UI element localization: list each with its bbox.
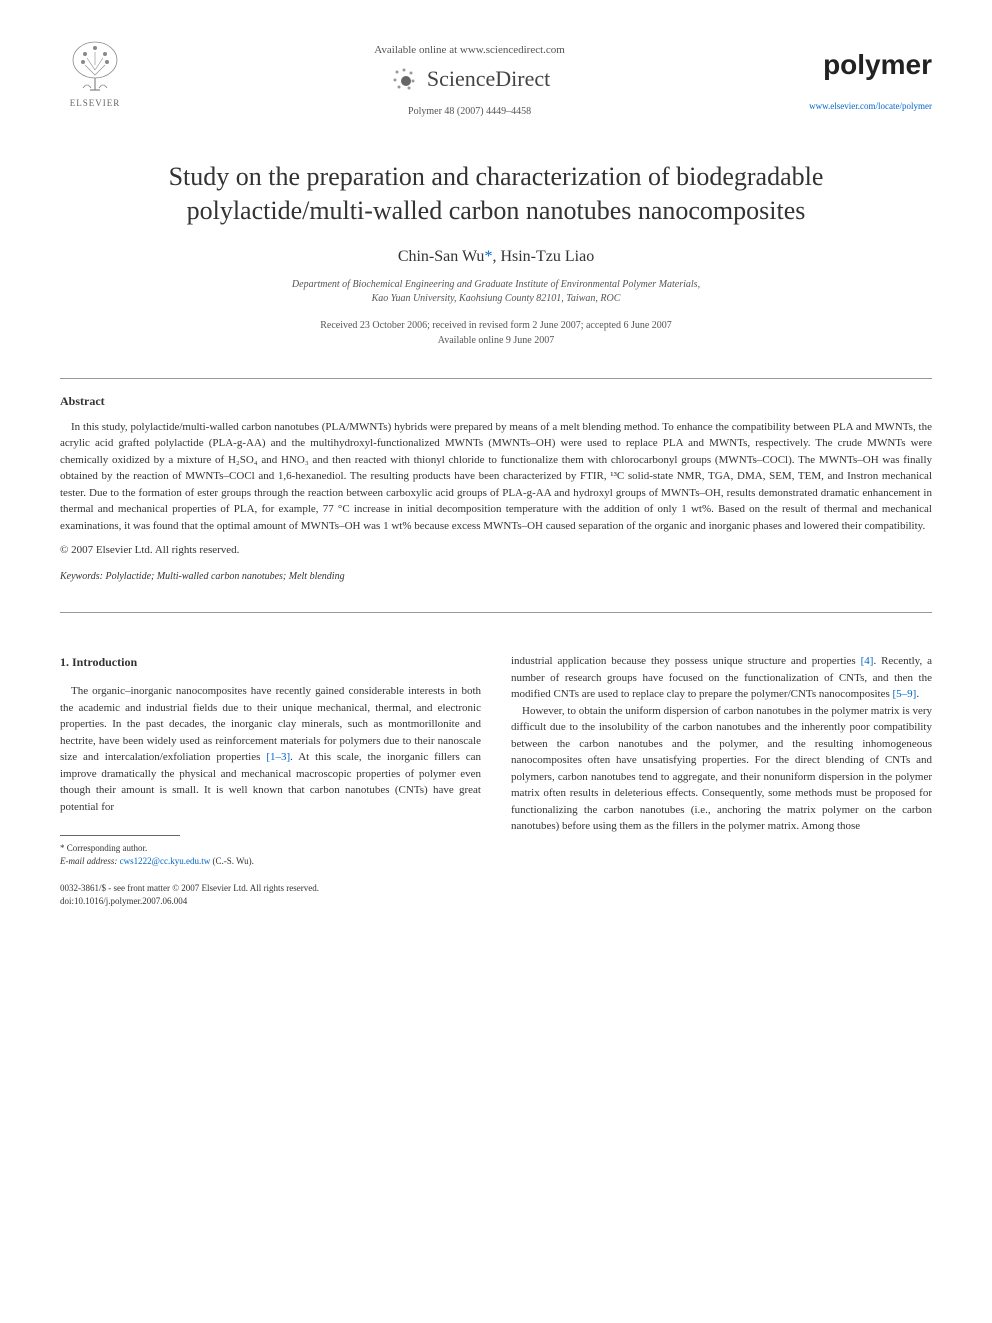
available-date: Available online 9 June 2007 [60,333,932,348]
email-author: (C.-S. Wu). [212,856,253,866]
section-1-heading: 1. Introduction [60,653,481,671]
elsevier-tree-icon [65,40,125,95]
journal-logo-block: polymer www.elsevier.com/locate/polymer [809,49,932,111]
corresponding-mark: * [484,248,492,265]
footnote-divider [60,835,180,836]
citation: Polymer 48 (2007) 4449–4458 [130,106,809,117]
elsevier-label: ELSEVIER [70,98,121,108]
issn-line: 0032-3861/$ - see front matter © 2007 El… [60,882,481,895]
intro-para-1-cont: industrial application because they poss… [511,653,932,703]
footer-info: 0032-3861/$ - see front matter © 2007 El… [60,882,481,907]
column-left: 1. Introduction The organic–inorganic na… [60,653,481,907]
authors: Chin-San Wu*, Hsin-Tzu Liao [60,248,932,266]
ref-link-4[interactable]: [4] [861,655,874,667]
affiliation: Department of Biochemical Engineering an… [60,278,932,306]
sd-dots-icon [389,64,419,94]
sciencedirect-text: ScienceDirect [427,66,550,92]
divider-bottom [60,612,932,613]
header-center: Available online at www.sciencedirect.co… [130,44,809,117]
column-right: industrial application because they poss… [511,653,932,907]
intro-para-2: However, to obtain the uniform dispersio… [511,703,932,835]
keywords: Keywords: Polylactide; Multi-walled carb… [60,571,932,582]
sciencedirect-logo: ScienceDirect [130,64,809,94]
ref-link-5-9[interactable]: [5–9] [893,688,917,700]
corresponding-note: * Corresponding author. [60,842,481,855]
email-label: E-mail address: [60,856,117,866]
abstract-heading: Abstract [60,394,932,409]
article-title: Study on the preparation and characteriz… [80,160,912,228]
keywords-text: Polylactide; Multi-walled carbon nanotub… [105,571,344,582]
email-line: E-mail address: cws1222@cc.kyu.edu.tw (C… [60,855,481,868]
email-link[interactable]: cws1222@cc.kyu.edu.tw [120,856,211,866]
received-date: Received 23 October 2006; received in re… [60,318,932,333]
abstract-copyright: © 2007 Elsevier Ltd. All rights reserved… [60,544,932,556]
intro-para-1: The organic–inorganic nanocomposites hav… [60,683,481,815]
journal-name: polymer [809,49,932,81]
keywords-label: Keywords: [60,571,103,582]
footnote-block: * Corresponding author. E-mail address: … [60,842,481,867]
ref-link-1-3[interactable]: [1–3] [266,751,290,763]
doi-line: doi:10.1016/j.polymer.2007.06.004 [60,895,481,908]
header: ELSEVIER Available online at www.science… [60,40,932,120]
divider-top [60,378,932,379]
dates-block: Received 23 October 2006; received in re… [60,318,932,348]
online-text: Available online at www.sciencedirect.co… [130,44,809,56]
abstract-text: In this study, polylactide/multi-walled … [60,419,932,535]
journal-url-link[interactable]: www.elsevier.com/locate/polymer [809,101,932,111]
author-names: Chin-San Wu*, Hsin-Tzu Liao [398,248,594,265]
body-columns: 1. Introduction The organic–inorganic na… [60,653,932,907]
elsevier-logo: ELSEVIER [60,40,130,120]
